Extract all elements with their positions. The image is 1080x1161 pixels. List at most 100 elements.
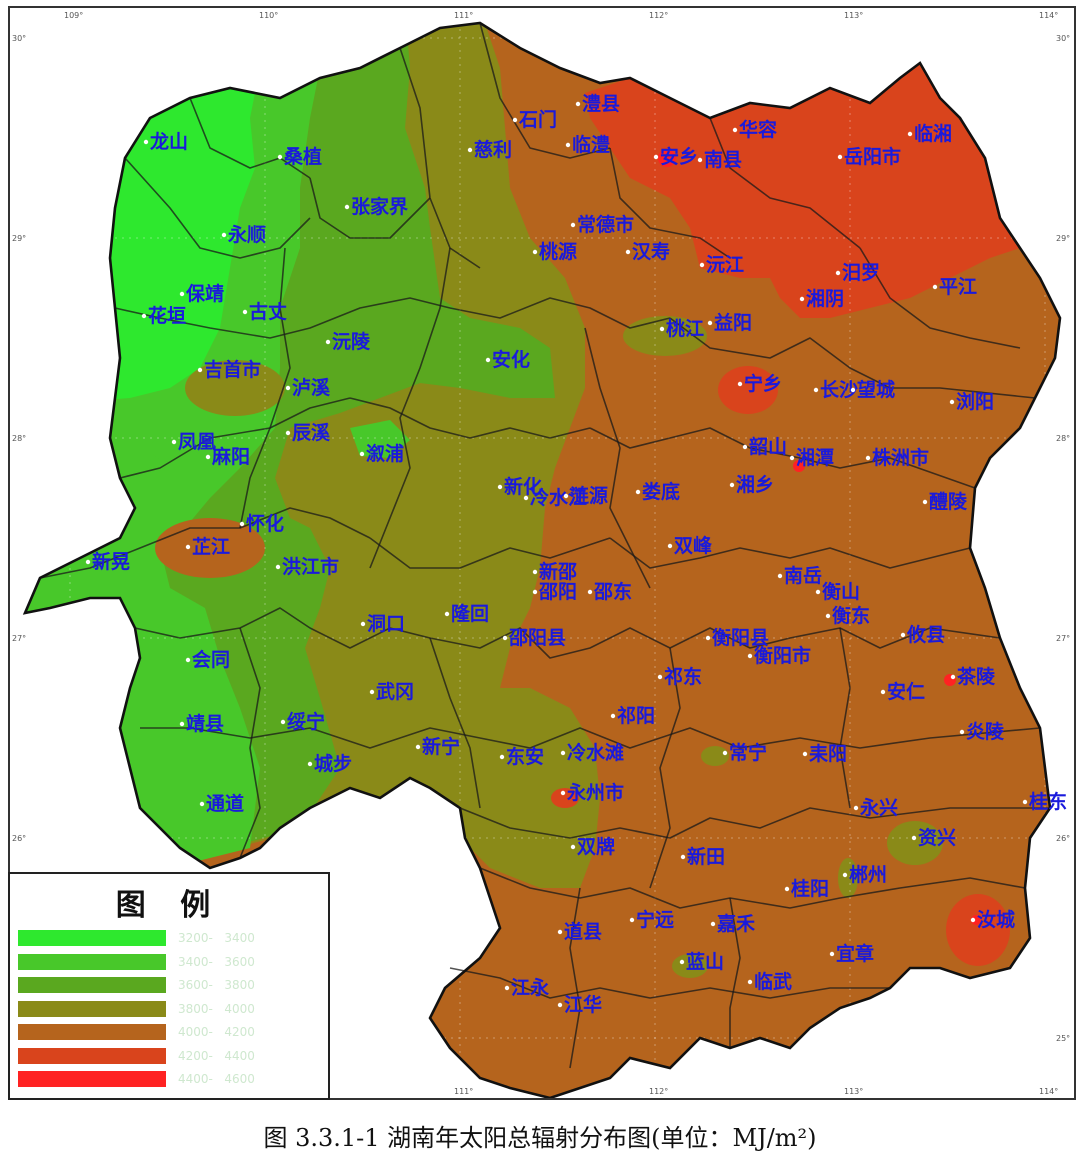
- legend-range-label: 4400- 4600: [178, 1072, 255, 1086]
- city-label-xupu: 溆浦: [366, 442, 404, 465]
- city-marker-jianghua: [557, 1002, 563, 1008]
- city-label-zhuzhou: 株洲市: [872, 446, 929, 469]
- city-marker-pingjiang: [932, 284, 938, 290]
- zone-3800-4000-island: [701, 746, 729, 766]
- city-label-yuanjiang: 沅江: [706, 254, 744, 276]
- city-marker-nanyue: [777, 573, 783, 579]
- city-marker-chengbu: [307, 761, 313, 767]
- city-marker-dongan: [499, 754, 505, 760]
- city-marker-wugang: [369, 689, 375, 695]
- city-label-linxiang: 临湘: [914, 122, 952, 145]
- city-marker-lianyuan: [563, 493, 569, 499]
- city-label-anhua: 安化: [492, 348, 530, 371]
- city-label-lanshan: 蓝山: [686, 950, 724, 973]
- city-marker-shimen: [512, 117, 518, 123]
- city-marker-daoxian: [557, 929, 563, 935]
- city-label-lengshuijiang: 冷水江: [530, 486, 587, 509]
- legend-range-label: 3600- 3800: [178, 978, 255, 992]
- lon-tick-bottom: 112°: [649, 1087, 668, 1096]
- city-label-huaihua: 怀化: [246, 512, 284, 535]
- city-marker-lanshan: [679, 959, 685, 965]
- city-marker-nanxian: [697, 157, 703, 163]
- lat-tick-right: 28°: [1056, 434, 1070, 443]
- city-label-pingjiang: 平江: [939, 276, 977, 298]
- city-label-ningyuan: 宁远: [636, 908, 674, 931]
- city-label-yizhang: 宜章: [836, 942, 874, 965]
- legend-range-label: 3800- 4000: [178, 1001, 255, 1016]
- city-marker-suining: [280, 719, 286, 725]
- city-marker-shuangpai: [570, 844, 576, 850]
- city-label-jishou: 吉首市: [204, 358, 261, 381]
- city-marker-yongzhou: [560, 790, 566, 796]
- lon-tick-bottom: 111°: [454, 1087, 473, 1096]
- city-label-shimen: 石门: [518, 108, 557, 131]
- city-label-nanyue: 南岳: [784, 565, 822, 587]
- city-label-hengyangshi: 衡阳市: [754, 644, 811, 667]
- city-label-guzhang: 古丈: [249, 300, 287, 323]
- city-marker-anhua: [485, 357, 491, 363]
- city-label-dongkou: 洞口: [367, 613, 405, 635]
- city-marker-huarong: [732, 127, 738, 133]
- zone-4200-4400-island: [551, 788, 579, 808]
- city-label-shuangpai: 双牌: [577, 835, 615, 858]
- city-label-dongan: 东安: [506, 745, 544, 768]
- city-marker-leiyang: [802, 751, 808, 757]
- lon-tick-top: 109°: [64, 11, 83, 20]
- city-label-anxiang: 安乡: [660, 145, 698, 168]
- city-marker-jingxian: [179, 721, 185, 727]
- city-marker-miluo: [835, 270, 841, 276]
- zone-3400-island: [151, 436, 179, 460]
- lon-tick-bottom: 114°: [1039, 1087, 1058, 1096]
- city-marker-youxian: [900, 632, 906, 638]
- zone-3800-4000-island: [672, 954, 708, 978]
- city-marker-luxi: [285, 385, 291, 391]
- city-label-cili: 慈利: [474, 138, 512, 161]
- city-marker-wangcheng: [850, 387, 856, 393]
- city-marker-huayuan: [141, 313, 147, 319]
- zone-4200-4400-island: [946, 894, 1010, 966]
- city-marker-guiyang: [784, 886, 790, 892]
- lon-tick-top: 110°: [259, 11, 278, 20]
- legend-item: 4000- 4200: [18, 1024, 318, 1040]
- city-marker-hengyangxian: [705, 635, 711, 641]
- city-marker-chenzhou: [842, 872, 848, 878]
- city-marker-yueyang: [837, 154, 843, 160]
- city-marker-changning: [722, 750, 728, 756]
- city-label-zhangjiajie: 张家界: [351, 195, 408, 218]
- city-label-yongxing: 永兴: [859, 796, 898, 819]
- zone-3800-4000-island: [838, 858, 858, 898]
- legend-range-label: 3200- 3400: [178, 931, 255, 945]
- city-label-nanxian: 南县: [704, 149, 742, 171]
- city-label-chaling: 茶陵: [957, 665, 996, 688]
- city-marker-xupu: [359, 451, 365, 457]
- lat-tick-right: 29°: [1056, 234, 1070, 243]
- zone-4000-4200-island: [185, 360, 285, 416]
- legend-swatch: [18, 1024, 166, 1040]
- lat-tick-right: 25°: [1056, 1034, 1070, 1043]
- city-label-luxi: 泸溪: [292, 377, 331, 399]
- zone-4400-4600-spot: [971, 915, 981, 925]
- city-marker-loudi: [635, 489, 641, 495]
- lat-tick-left: 30°: [12, 34, 26, 43]
- city-label-taojiang: 桃江: [666, 317, 704, 340]
- city-marker-xintian: [680, 854, 686, 860]
- city-label-shaodong: 邵东: [593, 580, 632, 603]
- city-label-yiyang: 益阳: [714, 311, 752, 334]
- city-label-anren: 安仁: [887, 680, 925, 703]
- city-marker-lengshuitan: [560, 750, 566, 756]
- city-marker-yuanjiang: [699, 262, 705, 268]
- city-marker-yiyang: [707, 320, 713, 326]
- city-label-jiangyong: 江永: [511, 976, 550, 999]
- city-marker-shaoshan: [742, 444, 748, 450]
- zone-3800-4000-island: [887, 821, 943, 865]
- city-marker-longshan: [143, 139, 149, 145]
- city-label-yongzhou: 永州市: [566, 781, 624, 804]
- city-marker-jiangyong: [504, 985, 510, 991]
- city-marker-zhuzhou: [865, 455, 871, 461]
- city-label-leiyang: 耒阳: [809, 743, 847, 765]
- city-label-shaoyangxian: 邵阳县: [508, 627, 566, 649]
- city-marker-xinhuang: [85, 559, 91, 565]
- legend-range-label: 4000- 4200: [178, 1025, 255, 1039]
- city-marker-rucheng: [970, 917, 976, 923]
- city-marker-ningxiang: [737, 381, 743, 387]
